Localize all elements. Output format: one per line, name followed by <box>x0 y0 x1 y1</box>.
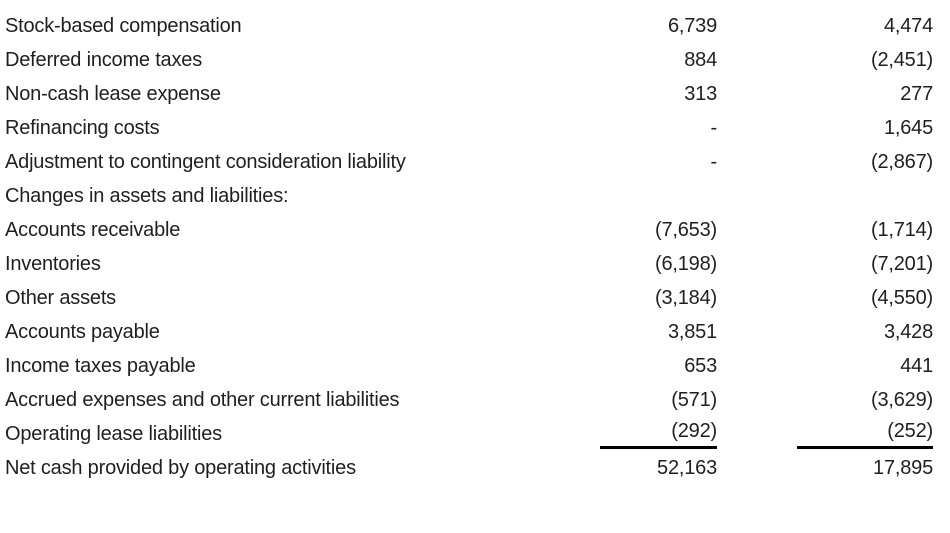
value-col2: 4,474 <box>717 15 933 38</box>
table-row: Refinancing costs - 1,645 <box>0 111 950 145</box>
table-row: Accounts payable 3,851 3,428 <box>0 315 950 349</box>
value-col2-text: (4,550) <box>871 286 933 309</box>
value-col1: 653 <box>487 355 717 378</box>
table-row: Accounts receivable (7,653) (1,714) <box>0 213 950 247</box>
row-label: Changes in assets and liabilities: <box>5 184 289 207</box>
row-label: Accrued expenses and other current liabi… <box>5 388 400 411</box>
value-col1-text: 6,739 <box>667 14 717 37</box>
value-col2: (4,550) <box>717 287 933 310</box>
value-col2: (1,714) <box>717 219 933 242</box>
value-col1-text: 741 <box>684 0 717 3</box>
value-col2-text: 102 <box>900 0 933 3</box>
value-col2-text: (3,629) <box>871 388 933 411</box>
value-col1: 313 <box>487 83 717 106</box>
value-col2-text: 4,474 <box>883 14 933 37</box>
value-col1-text: 52,163 <box>657 456 717 479</box>
value-col1-text: 884 <box>684 48 717 71</box>
value-col1-text: (292) <box>600 420 717 449</box>
value-col1: - <box>487 150 718 174</box>
value-col2-text: 3,428 <box>883 320 933 343</box>
value-col1: - <box>487 116 718 140</box>
value-col1: 52,163 <box>487 457 717 480</box>
value-col1-text: (3,184) <box>655 286 717 309</box>
table-row-total: Net cash provided by operating activitie… <box>0 451 950 485</box>
value-col2: (2,867) <box>717 151 933 174</box>
table-row: Stock-based compensation 6,739 4,474 <box>0 9 950 43</box>
table-row: Non-cash lease expense 313 277 <box>0 77 950 111</box>
value-col1: (6,198) <box>487 253 717 276</box>
value-col2: (7,201) <box>717 253 933 276</box>
value-col2-text: (2,867) <box>871 150 933 173</box>
value-col1: 741 <box>487 0 717 4</box>
value-col2-text: 1,645 <box>883 116 933 139</box>
value-col2: 3,428 <box>717 321 933 344</box>
value-col1: (3,184) <box>487 287 717 310</box>
row-label: Income taxes payable <box>5 354 196 377</box>
value-col2-text: 17,895 <box>873 456 933 479</box>
value-col2: (3,629) <box>717 389 933 412</box>
table-row: Income taxes payable 653 441 <box>0 349 950 383</box>
value-col1-text: 653 <box>684 354 717 377</box>
value-col1-text: (6,198) <box>655 252 717 275</box>
value-col2-text: (7,201) <box>871 252 933 275</box>
value-col1-text: 3,851 <box>667 320 717 343</box>
row-label: Inventories <box>5 252 101 275</box>
table-row: Inventories (6,198) (7,201) <box>0 247 950 281</box>
value-col2: 441 <box>717 355 933 378</box>
row-label: Other assets <box>5 286 116 309</box>
value-col1: (7,653) <box>487 219 717 242</box>
value-col2: 17,895 <box>717 457 933 480</box>
value-col2-text: (2,451) <box>871 48 933 71</box>
value-col1: (571) <box>487 389 717 412</box>
value-col2-text: 277 <box>900 82 933 105</box>
table-row: Deferred income taxes 884 (2,451) <box>0 43 950 77</box>
value-col1-text: - <box>710 150 718 173</box>
row-label: Accounts receivable <box>5 218 181 241</box>
row-label: Deferred income taxes <box>5 48 203 71</box>
value-col2-text: (1,714) <box>871 218 933 241</box>
row-label: Non-cash lease expense <box>5 82 221 105</box>
row-label: Operating lease liabilities <box>5 422 222 445</box>
value-col2-text: (252) <box>797 420 933 449</box>
row-label: Net cash provided by operating activitie… <box>5 456 356 479</box>
value-col2: 1,645 <box>717 117 933 140</box>
table-row: Operating lease liabilities (292) (252) <box>0 417 950 451</box>
value-col2: (2,451) <box>717 49 933 72</box>
value-col2: 277 <box>717 83 933 106</box>
value-col1: 3,851 <box>487 321 717 344</box>
row-label: Amortization of debt issuance costs <box>5 0 487 4</box>
value-col2: 102 <box>717 0 933 4</box>
row-label: Stock-based compensation <box>5 14 242 37</box>
value-col1-text: 313 <box>684 82 717 105</box>
value-col1-text: (7,653) <box>655 218 717 241</box>
row-label: Adjustment to contingent consideration l… <box>5 150 406 173</box>
table-row: Adjustment to contingent consideration l… <box>0 145 950 179</box>
row-label: Accounts payable <box>5 320 160 343</box>
table-row: Changes in assets and liabilities: <box>0 179 950 213</box>
value-col2-text: 441 <box>900 354 933 377</box>
value-col1: 884 <box>487 49 717 72</box>
value-col1-text: (571) <box>671 388 717 411</box>
value-col2: (252) <box>717 420 933 449</box>
row-label: Refinancing costs <box>5 116 160 139</box>
value-col1: (292) <box>487 420 717 449</box>
table-row: Accrued expenses and other current liabi… <box>0 383 950 417</box>
table-row: Other assets (3,184) (4,550) <box>0 281 950 315</box>
value-col1-text: - <box>710 116 718 139</box>
financial-table: Amortization of debt issuance costs 741 10… <box>0 0 950 485</box>
value-col1: 6,739 <box>487 15 717 38</box>
table-row-partial: Amortization of debt issuance costs 741 10… <box>0 0 950 9</box>
